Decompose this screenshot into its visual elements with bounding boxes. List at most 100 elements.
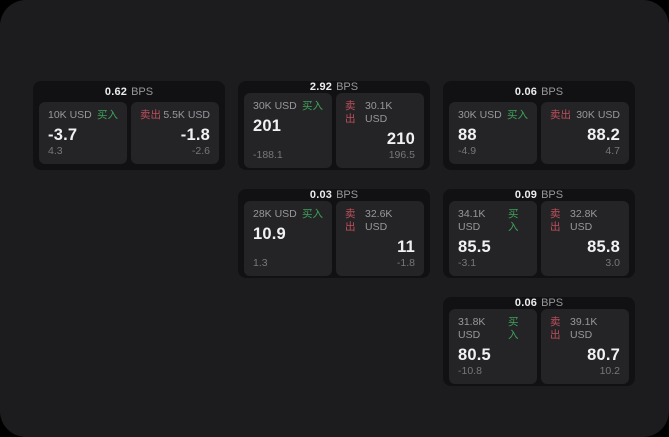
sell-price: 80.7 bbox=[587, 346, 620, 364]
sell-cell[interactable]: 卖出 30.1K USD 210 196.5 bbox=[336, 93, 424, 168]
quote-card: 0.62 BPS 10K USD 买入 -3.7 4.3 卖出 5.5K USD… bbox=[33, 81, 225, 170]
quote-cells: 10K USD 买入 -3.7 4.3 卖出 5.5K USD -1.8 -2.… bbox=[33, 102, 225, 170]
buy-cell[interactable]: 28K USD 买入 10.9 1.3 bbox=[244, 201, 332, 276]
buy-price: 85.5 bbox=[458, 238, 491, 256]
sell-amount: 32.6K USD bbox=[364, 208, 393, 233]
sell-price: 11 bbox=[397, 238, 415, 256]
quote-cells: 30K USD 买入 201 -188.1 卖出 30.1K USD 210 1… bbox=[238, 93, 430, 170]
quote-cells: 31.8K USD 买入 80.5 -10.8 卖出 39.1K USD 80.… bbox=[443, 309, 635, 386]
sell-cell[interactable]: 卖出 32.6K USD 11 -1.8 bbox=[336, 201, 424, 276]
bps-value: 0.06 bbox=[514, 297, 538, 309]
sell-cell[interactable]: 卖出 5.5K USD -1.8 -2.6 bbox=[131, 102, 219, 164]
sell-cell-top-row: 卖出 30.1K USD bbox=[345, 100, 415, 126]
buy-price: 10.9 bbox=[253, 225, 286, 243]
buy-cell[interactable]: 34.1K USD 买入 85.5 -3.1 bbox=[449, 201, 537, 276]
sell-tag: 卖出 bbox=[550, 208, 561, 233]
sell-cell[interactable]: 卖出 32.8K USD 85.8 3.0 bbox=[541, 201, 629, 276]
buy-sub-value: -3.1 bbox=[458, 257, 477, 269]
sell-cell-top-row: 卖出 30K USD bbox=[550, 109, 620, 122]
sell-price: -1.8 bbox=[180, 126, 210, 144]
quote-card: 0.03 BPS 28K USD 买入 10.9 1.3 卖出 32.6K US… bbox=[238, 189, 430, 278]
buy-sub-value: -10.8 bbox=[458, 365, 482, 377]
buy-tag: 买入 bbox=[508, 316, 519, 341]
bps-header: 0.09 BPS bbox=[443, 189, 635, 201]
quote-card-grid: 0.62 BPS 10K USD 买入 -3.7 4.3 卖出 5.5K USD… bbox=[33, 81, 635, 386]
bps-unit-label: BPS bbox=[541, 85, 564, 98]
buy-tag: 买入 bbox=[508, 208, 519, 233]
bps-unit-label: BPS bbox=[541, 297, 564, 309]
sell-tag: 卖出 bbox=[140, 109, 161, 121]
buy-cell-top-row: 30K USD 买入 bbox=[253, 100, 323, 113]
buy-cell-top-row: 28K USD 买入 bbox=[253, 208, 323, 221]
sell-price: 88.2 bbox=[587, 126, 620, 144]
buy-tag: 买入 bbox=[302, 208, 323, 220]
buy-cell[interactable]: 10K USD 买入 -3.7 4.3 bbox=[39, 102, 127, 164]
buy-amount: 30K USD bbox=[253, 100, 297, 112]
buy-amount: 34.1K USD bbox=[458, 208, 486, 233]
sell-cell-top-row: 卖出 32.8K USD bbox=[550, 208, 620, 234]
sell-tag: 卖出 bbox=[345, 100, 356, 125]
buy-amount: 31.8K USD bbox=[458, 316, 486, 341]
buy-cell-top-row: 10K USD 买入 bbox=[48, 109, 118, 122]
buy-amount: 10K USD bbox=[48, 109, 92, 121]
sell-amount: 39.1K USD bbox=[569, 316, 598, 341]
sell-sub-value: 3.0 bbox=[605, 257, 620, 269]
buy-cell[interactable]: 30K USD 买入 201 -188.1 bbox=[244, 93, 332, 168]
buy-price: 80.5 bbox=[458, 346, 491, 364]
sell-tag: 卖出 bbox=[345, 208, 356, 233]
sell-cell[interactable]: 卖出 39.1K USD 80.7 10.2 bbox=[541, 309, 629, 384]
buy-price: -3.7 bbox=[48, 126, 78, 144]
sell-sub-value: -2.6 bbox=[191, 145, 210, 157]
bps-value: 0.06 bbox=[514, 85, 538, 98]
bps-unit-label: BPS bbox=[336, 81, 359, 93]
buy-amount: 30K USD bbox=[458, 109, 502, 121]
buy-tag: 买入 bbox=[97, 109, 118, 121]
buy-cell[interactable]: 30K USD 买入 88 -4.9 bbox=[449, 102, 537, 164]
quote-card: 0.09 BPS 34.1K USD 买入 85.5 -3.1 卖出 32.8K… bbox=[443, 189, 635, 278]
buy-amount: 28K USD bbox=[253, 208, 297, 220]
sell-tag: 卖出 bbox=[550, 316, 561, 341]
bps-value: 0.03 bbox=[309, 189, 333, 201]
buy-tag: 买入 bbox=[507, 109, 528, 121]
sell-price: 210 bbox=[386, 130, 415, 148]
sell-sub-value: 10.2 bbox=[599, 365, 620, 377]
buy-sub-value: -188.1 bbox=[253, 149, 283, 161]
bps-header: 0.62 BPS bbox=[33, 81, 225, 102]
bps-value: 0.09 bbox=[514, 189, 538, 201]
buy-cell-top-row: 31.8K USD 买入 bbox=[458, 316, 528, 342]
sell-cell-top-row: 卖出 39.1K USD bbox=[550, 316, 620, 342]
buy-sub-value: 4.3 bbox=[48, 145, 63, 157]
buy-price: 88 bbox=[458, 126, 477, 144]
buy-cell-top-row: 34.1K USD 买入 bbox=[458, 208, 528, 234]
bps-header: 0.06 BPS bbox=[443, 81, 635, 102]
buy-cell-top-row: 30K USD 买入 bbox=[458, 109, 528, 122]
bps-unit-label: BPS bbox=[336, 189, 359, 201]
quote-card: 0.06 BPS 30K USD 买入 88 -4.9 卖出 30K USD 8… bbox=[443, 81, 635, 170]
sell-amount: 5.5K USD bbox=[163, 109, 210, 121]
quote-card: 2.92 BPS 30K USD 买入 201 -188.1 卖出 30.1K … bbox=[238, 81, 430, 170]
sell-cell[interactable]: 卖出 30K USD 88.2 4.7 bbox=[541, 102, 629, 164]
sell-sub-value: 196.5 bbox=[388, 149, 415, 161]
sell-sub-value: 4.7 bbox=[605, 145, 620, 157]
bps-header: 2.92 BPS bbox=[238, 81, 430, 93]
sell-price: 85.8 bbox=[587, 238, 620, 256]
buy-price: 201 bbox=[253, 117, 282, 135]
sell-tag: 卖出 bbox=[550, 109, 571, 121]
quote-cells: 30K USD 买入 88 -4.9 卖出 30K USD 88.2 4.7 bbox=[443, 102, 635, 170]
bps-header: 0.06 BPS bbox=[443, 297, 635, 309]
buy-tag: 买入 bbox=[302, 100, 323, 112]
buy-sub-value: 1.3 bbox=[253, 257, 268, 269]
bps-unit-label: BPS bbox=[131, 85, 154, 98]
sell-amount: 30.1K USD bbox=[364, 100, 393, 125]
bps-unit-label: BPS bbox=[541, 189, 564, 201]
buy-sub-value: -4.9 bbox=[458, 145, 477, 157]
bps-value: 2.92 bbox=[309, 81, 333, 93]
quote-cells: 34.1K USD 买入 85.5 -3.1 卖出 32.8K USD 85.8… bbox=[443, 201, 635, 278]
buy-cell[interactable]: 31.8K USD 买入 80.5 -10.8 bbox=[449, 309, 537, 384]
quote-cells: 28K USD 买入 10.9 1.3 卖出 32.6K USD 11 -1.8 bbox=[238, 201, 430, 278]
sell-cell-top-row: 卖出 32.6K USD bbox=[345, 208, 415, 234]
bps-header: 0.03 BPS bbox=[238, 189, 430, 201]
sell-sub-value: -1.8 bbox=[396, 257, 415, 269]
bps-value: 0.62 bbox=[104, 85, 128, 98]
